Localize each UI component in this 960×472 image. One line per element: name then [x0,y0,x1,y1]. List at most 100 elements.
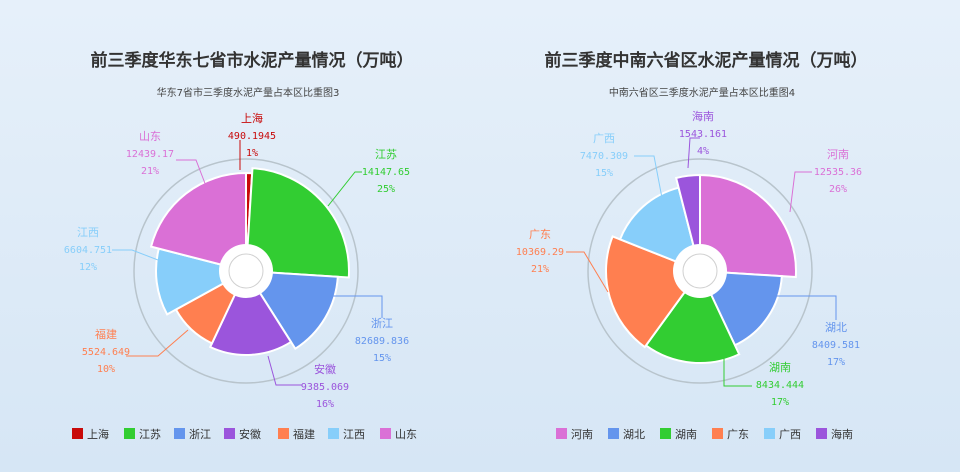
legend-swatch[interactable] [816,428,827,439]
slice-label-percent: 4% [697,146,709,157]
center-ring [228,253,264,289]
center-hole [673,244,727,298]
outer-ring [133,158,359,384]
legend-swatch[interactable] [380,428,391,439]
center-ring [682,253,718,289]
pie-slice-3[interactable] [644,269,741,364]
label-leader-line [327,171,362,207]
pie-slice-5[interactable] [618,186,702,273]
slice-label-value: 14147.65 [362,167,410,178]
pie-slice-6[interactable] [155,247,249,316]
label-leader-line [634,155,663,199]
slice-label-name: 河南 [827,148,849,161]
legend-label[interactable]: 江苏 [139,428,161,441]
slice-label-value: 12439.17 [126,149,174,160]
slice-label-percent: 12% [79,262,97,273]
pie-slices [149,167,350,356]
legend-swatch[interactable] [660,428,671,439]
legend-label[interactable]: 安徽 [239,427,261,441]
slice-label-percent: 21% [141,166,159,177]
label-leader-line [112,249,159,261]
chart-title: 前三季度中南六省区水泥产量情况（万吨） [545,50,868,71]
legend-label[interactable]: 河南 [571,428,593,441]
legend-swatch[interactable] [712,428,723,439]
slice-label-percent: 16% [316,399,334,410]
legend-swatch[interactable] [556,428,567,439]
chart-east-china: 前三季度华东七省市水泥产量情况（万吨） 华东7省市三季度水泥产量占本区比重图3 … [64,50,417,441]
legend-label[interactable]: 广东 [727,428,749,441]
legend-label[interactable]: 江西 [343,428,365,441]
slice-label-percent: 17% [771,397,789,408]
pie-slice-4[interactable] [208,268,293,356]
slice-label-name: 海南 [692,109,714,123]
legend-label[interactable]: 海南 [831,427,853,441]
slice-label-name: 江西 [77,226,99,239]
legend-label[interactable]: 福建 [293,427,315,441]
legend-swatch[interactable] [764,428,775,439]
pie-slice-2[interactable] [244,167,350,279]
slice-label-percent: 25% [377,184,395,195]
slice-label-percent: 10% [97,364,115,375]
legend-swatch[interactable] [124,428,135,439]
slice-label-value: 490.1945 [228,131,276,142]
slice-label-value: 10369.29 [516,247,564,258]
slice-label-name: 上海 [241,111,263,125]
slice-label-name: 湖北 [825,321,847,334]
slice-label-value: 5524.649 [82,347,130,358]
chart-title: 前三季度华东七省市水泥产量情况（万吨） [91,50,414,71]
slice-label-value: 1543.161 [679,129,727,140]
slice-label-value: 82689.836 [355,336,409,347]
label-leader-line [687,137,700,169]
slice-label-name: 浙江 [371,317,393,330]
slice-label-value: 9385.069 [301,382,349,393]
slice-label-name: 福建 [95,327,117,341]
legend-label[interactable]: 浙江 [189,428,211,441]
slice-label-name: 江苏 [375,148,397,161]
slice-label-value: 8409.581 [812,340,860,351]
center-hole [219,244,273,298]
slice-label-value: 7470.309 [580,151,628,162]
chart-central-south-china: 前三季度中南六省区水泥产量情况（万吨） 中南六省区三季度水泥产量占本区比重图4 … [516,50,868,441]
slice-label-percent: 1% [246,148,258,159]
legend-label[interactable]: 山东 [395,428,417,441]
slice-labels: 上海 490.1945 1% 江苏 14147.65 25% 浙江 82689.836 15% 安… [64,111,410,410]
legend-swatch[interactable] [608,428,619,439]
outer-ring [587,158,813,384]
chart-subtitle: 华东7省市三季度水泥产量占本区比重图3 [157,86,340,99]
slice-label-value: 8434.444 [756,380,804,391]
pie-slices [605,173,797,364]
legend-label[interactable]: 广西 [779,428,801,441]
slice-label-name: 安徽 [314,362,336,376]
legend-swatch[interactable] [174,428,185,439]
legend-swatch[interactable] [278,428,289,439]
legend: 上海 江苏 浙江 安徽 福建 江西 山东 [72,427,417,441]
slice-label-name: 广西 [593,132,615,145]
chart-subtitle: 中南六省区三季度水泥产量占本区比重图4 [609,86,795,99]
slice-label-name: 广东 [529,228,551,241]
pie-slice-3[interactable] [244,269,339,351]
slice-label-percent: 21% [531,264,549,275]
legend-label[interactable]: 湖南 [675,428,697,441]
label-leader-line [176,159,207,187]
slice-label-value: 12535.36 [814,167,862,178]
legend: 河南 湖北 湖南 广东 广西 海南 [556,427,853,441]
label-leader-line [723,352,752,387]
slice-label-name: 山东 [139,130,161,143]
slice-label-name: 湖南 [769,361,791,374]
legend-swatch[interactable] [72,428,83,439]
pie-slice-1[interactable] [699,173,797,279]
legend-label[interactable]: 上海 [87,427,109,441]
legend-swatch[interactable] [328,428,339,439]
label-leader-line [267,355,302,386]
slice-label-percent: 17% [827,357,845,368]
slice-label-value: 6604.751 [64,245,112,256]
pie-slice-2[interactable] [698,269,783,347]
pie-slice-7[interactable] [149,171,247,273]
legend-label[interactable]: 湖北 [623,428,645,441]
slice-labels: 河南 12535.36 26% 湖北 8409.581 17% 湖南 8434.444 17% 广… [516,109,862,408]
slice-label-percent: 15% [595,168,613,179]
legend-swatch[interactable] [224,428,235,439]
label-leader-line [126,329,189,357]
slice-label-percent: 15% [373,353,391,364]
